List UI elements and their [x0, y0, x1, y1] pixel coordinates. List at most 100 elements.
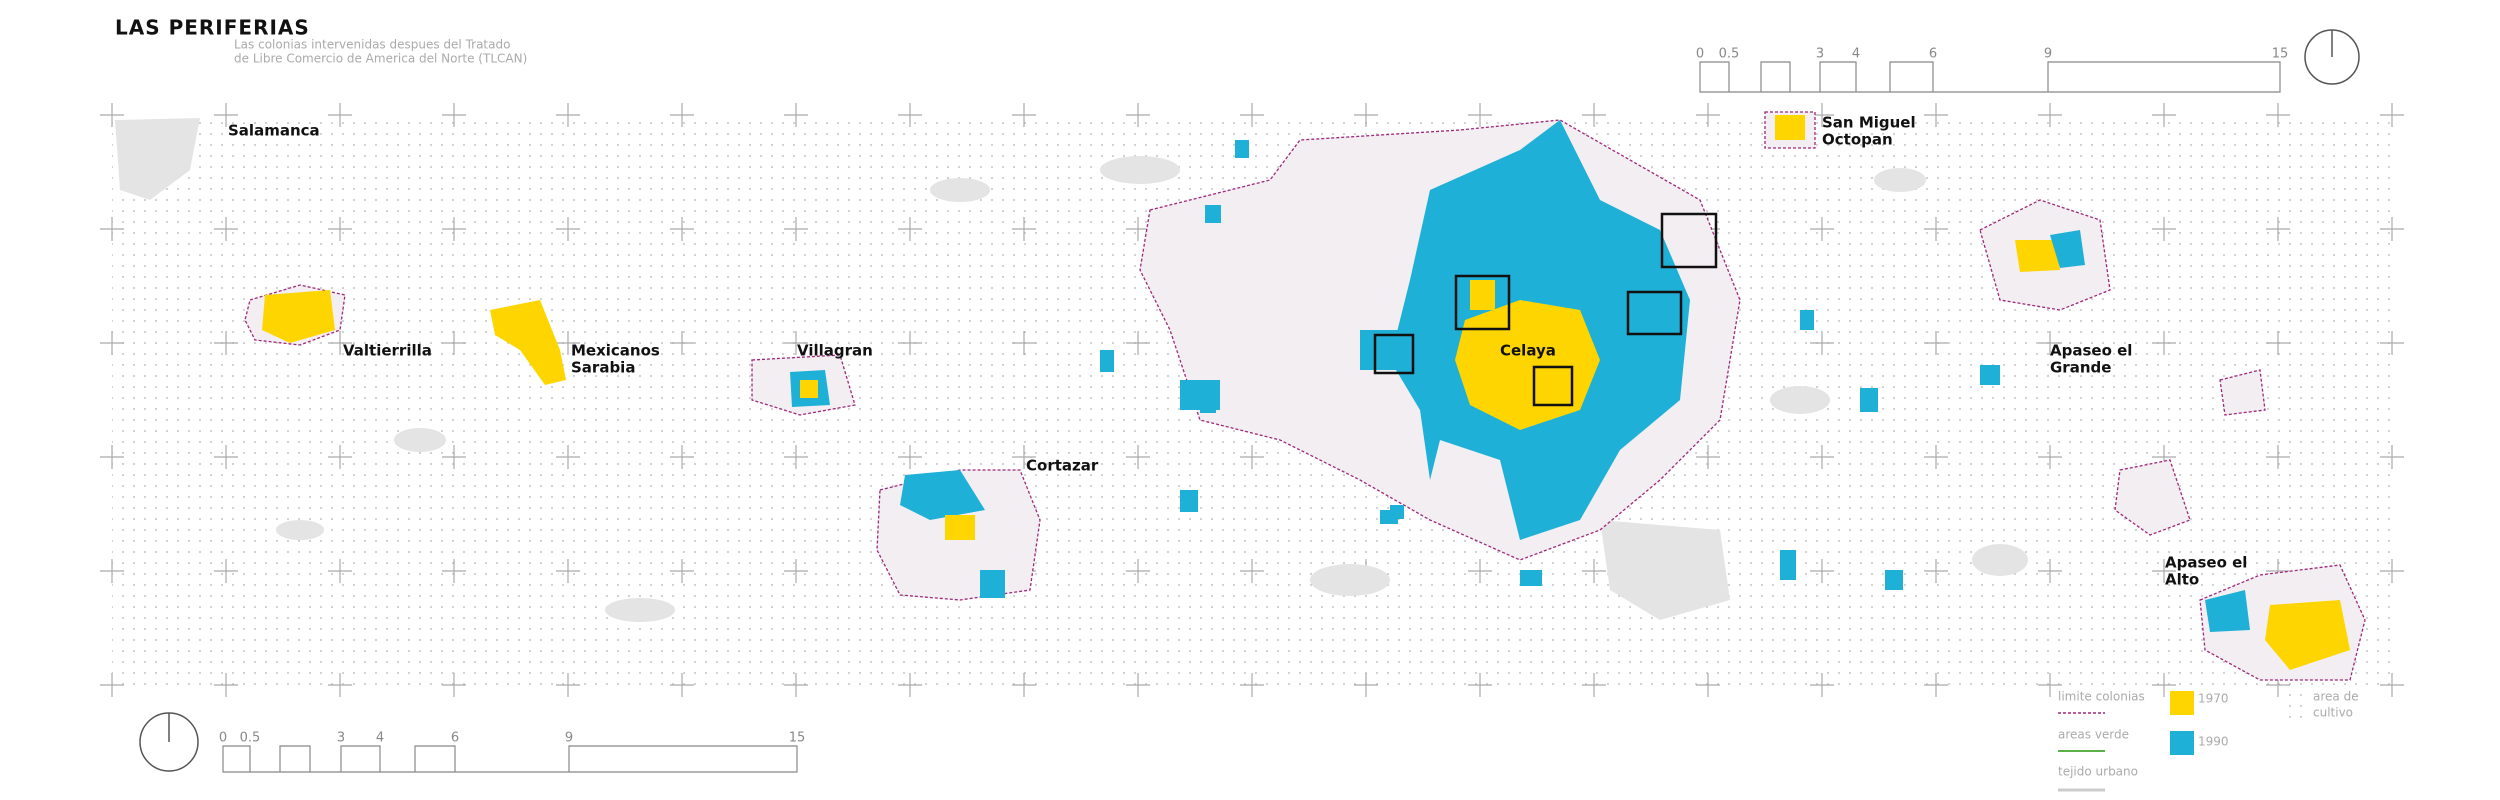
grid-cross [784, 445, 808, 469]
grid-cross [328, 103, 352, 127]
scale-label: 3 [1816, 47, 1824, 62]
grid-cross [214, 559, 238, 583]
grid-cross [1468, 103, 1492, 127]
grid-cross [1924, 673, 1948, 697]
grid-cross [2266, 331, 2290, 355]
grid-cross [1240, 673, 1264, 697]
grid-cross [784, 217, 808, 241]
grid-cross [2038, 673, 2062, 697]
grid-cross [556, 331, 580, 355]
scale-label: 4 [376, 731, 384, 746]
grid-cross [2152, 673, 2176, 697]
subtitle: Las colonias intervenidas despues del Tr… [234, 38, 510, 52]
grid-cross [1696, 673, 1720, 697]
title: LAS PERIFERIAS [115, 16, 310, 40]
place-label: Cortazar [1026, 457, 1099, 475]
scale-label: 3 [337, 731, 345, 746]
grid-cross [2038, 445, 2062, 469]
grid-cross [214, 445, 238, 469]
legend-label: cultivo [2313, 706, 2353, 720]
grid-cross [1240, 559, 1264, 583]
grid-cross [2380, 217, 2404, 241]
grid-cross [898, 673, 922, 697]
scale-label: 15 [2272, 47, 2289, 62]
grid-cross [670, 673, 694, 697]
grid-cross [2266, 445, 2290, 469]
scale-labels: 0 0.5 3 4 6 9 15 0 0.5 3 4 6 9 15 [219, 47, 2288, 746]
grid-cross [898, 331, 922, 355]
grid-cross [1012, 445, 1036, 469]
scale-label: 15 [789, 731, 806, 746]
legend-label: limite colonias [2058, 690, 2145, 704]
grid-cross [100, 103, 124, 127]
grid-cross [784, 673, 808, 697]
grid-cross [2380, 331, 2404, 355]
grid-cross [1468, 559, 1492, 583]
grid-cross [784, 103, 808, 127]
scale-bar-bottom [222, 745, 798, 773]
place-label: Alto [2165, 571, 2199, 589]
grid-cross [2152, 559, 2176, 583]
grid-cross [100, 673, 124, 697]
scattered-1990 [1100, 140, 2000, 590]
grid-cross [1810, 559, 1834, 583]
place-label: Grande [2050, 359, 2111, 377]
grid-cross [1126, 331, 1150, 355]
grid-cross [1468, 673, 1492, 697]
grid-cross [1354, 103, 1378, 127]
grid-cross [214, 673, 238, 697]
grid-cross [2380, 103, 2404, 127]
grid-cross [214, 331, 238, 355]
grid-cross [784, 559, 808, 583]
study-frames [1373, 212, 1718, 407]
grid-cross [1240, 103, 1264, 127]
grid-cross [100, 217, 124, 241]
grid-cross [784, 331, 808, 355]
grid-cross [442, 331, 466, 355]
grid-cross [1924, 559, 1948, 583]
grid-cross [1810, 217, 1834, 241]
grid-cross [2038, 103, 2062, 127]
grid-cross [556, 103, 580, 127]
grid-cross [556, 217, 580, 241]
place-label: San Miguel [1822, 114, 1916, 132]
scale-label: 6 [451, 731, 459, 746]
legend-label: tejido urbano [2058, 765, 2138, 779]
grid-cross [442, 103, 466, 127]
outer-colonias [244, 111, 2366, 681]
legend-label: area de [2313, 690, 2359, 704]
grid-cross [1012, 103, 1036, 127]
grid-cross [214, 103, 238, 127]
subtitle: de Libre Comercio de America del Norte (… [234, 52, 527, 66]
place-label: Celaya [1500, 342, 1556, 360]
celaya-colonias [1139, 119, 1741, 561]
legend-label: 1990 [2198, 735, 2229, 749]
grid-cross [1126, 103, 1150, 127]
grid-cross [1582, 673, 1606, 697]
grid-cross [1810, 331, 1834, 355]
place-label: Mexicanos [571, 342, 660, 360]
grid-cross [670, 217, 694, 241]
grid-cross [100, 445, 124, 469]
scale-label: 0 [1696, 47, 1704, 62]
scale-label: 4 [1852, 47, 1860, 62]
grid-cross [214, 217, 238, 241]
place-label: Sarabia [571, 359, 635, 377]
scale-label: 6 [1929, 47, 1937, 62]
grid-cross [1924, 103, 1948, 127]
grid-cross [1696, 445, 1720, 469]
grid-cross [100, 559, 124, 583]
grid-cross [556, 673, 580, 697]
grid-cross [2152, 103, 2176, 127]
scale-bar-top [1699, 61, 2281, 93]
place-label: Octopan [1822, 131, 1893, 149]
grid-cross [328, 559, 352, 583]
grid-cross [1810, 673, 1834, 697]
grid-cross [2380, 445, 2404, 469]
grid-cross [556, 445, 580, 469]
scale-label: 9 [2044, 47, 2052, 62]
grid-cross [2152, 331, 2176, 355]
north-bottom [139, 712, 199, 772]
